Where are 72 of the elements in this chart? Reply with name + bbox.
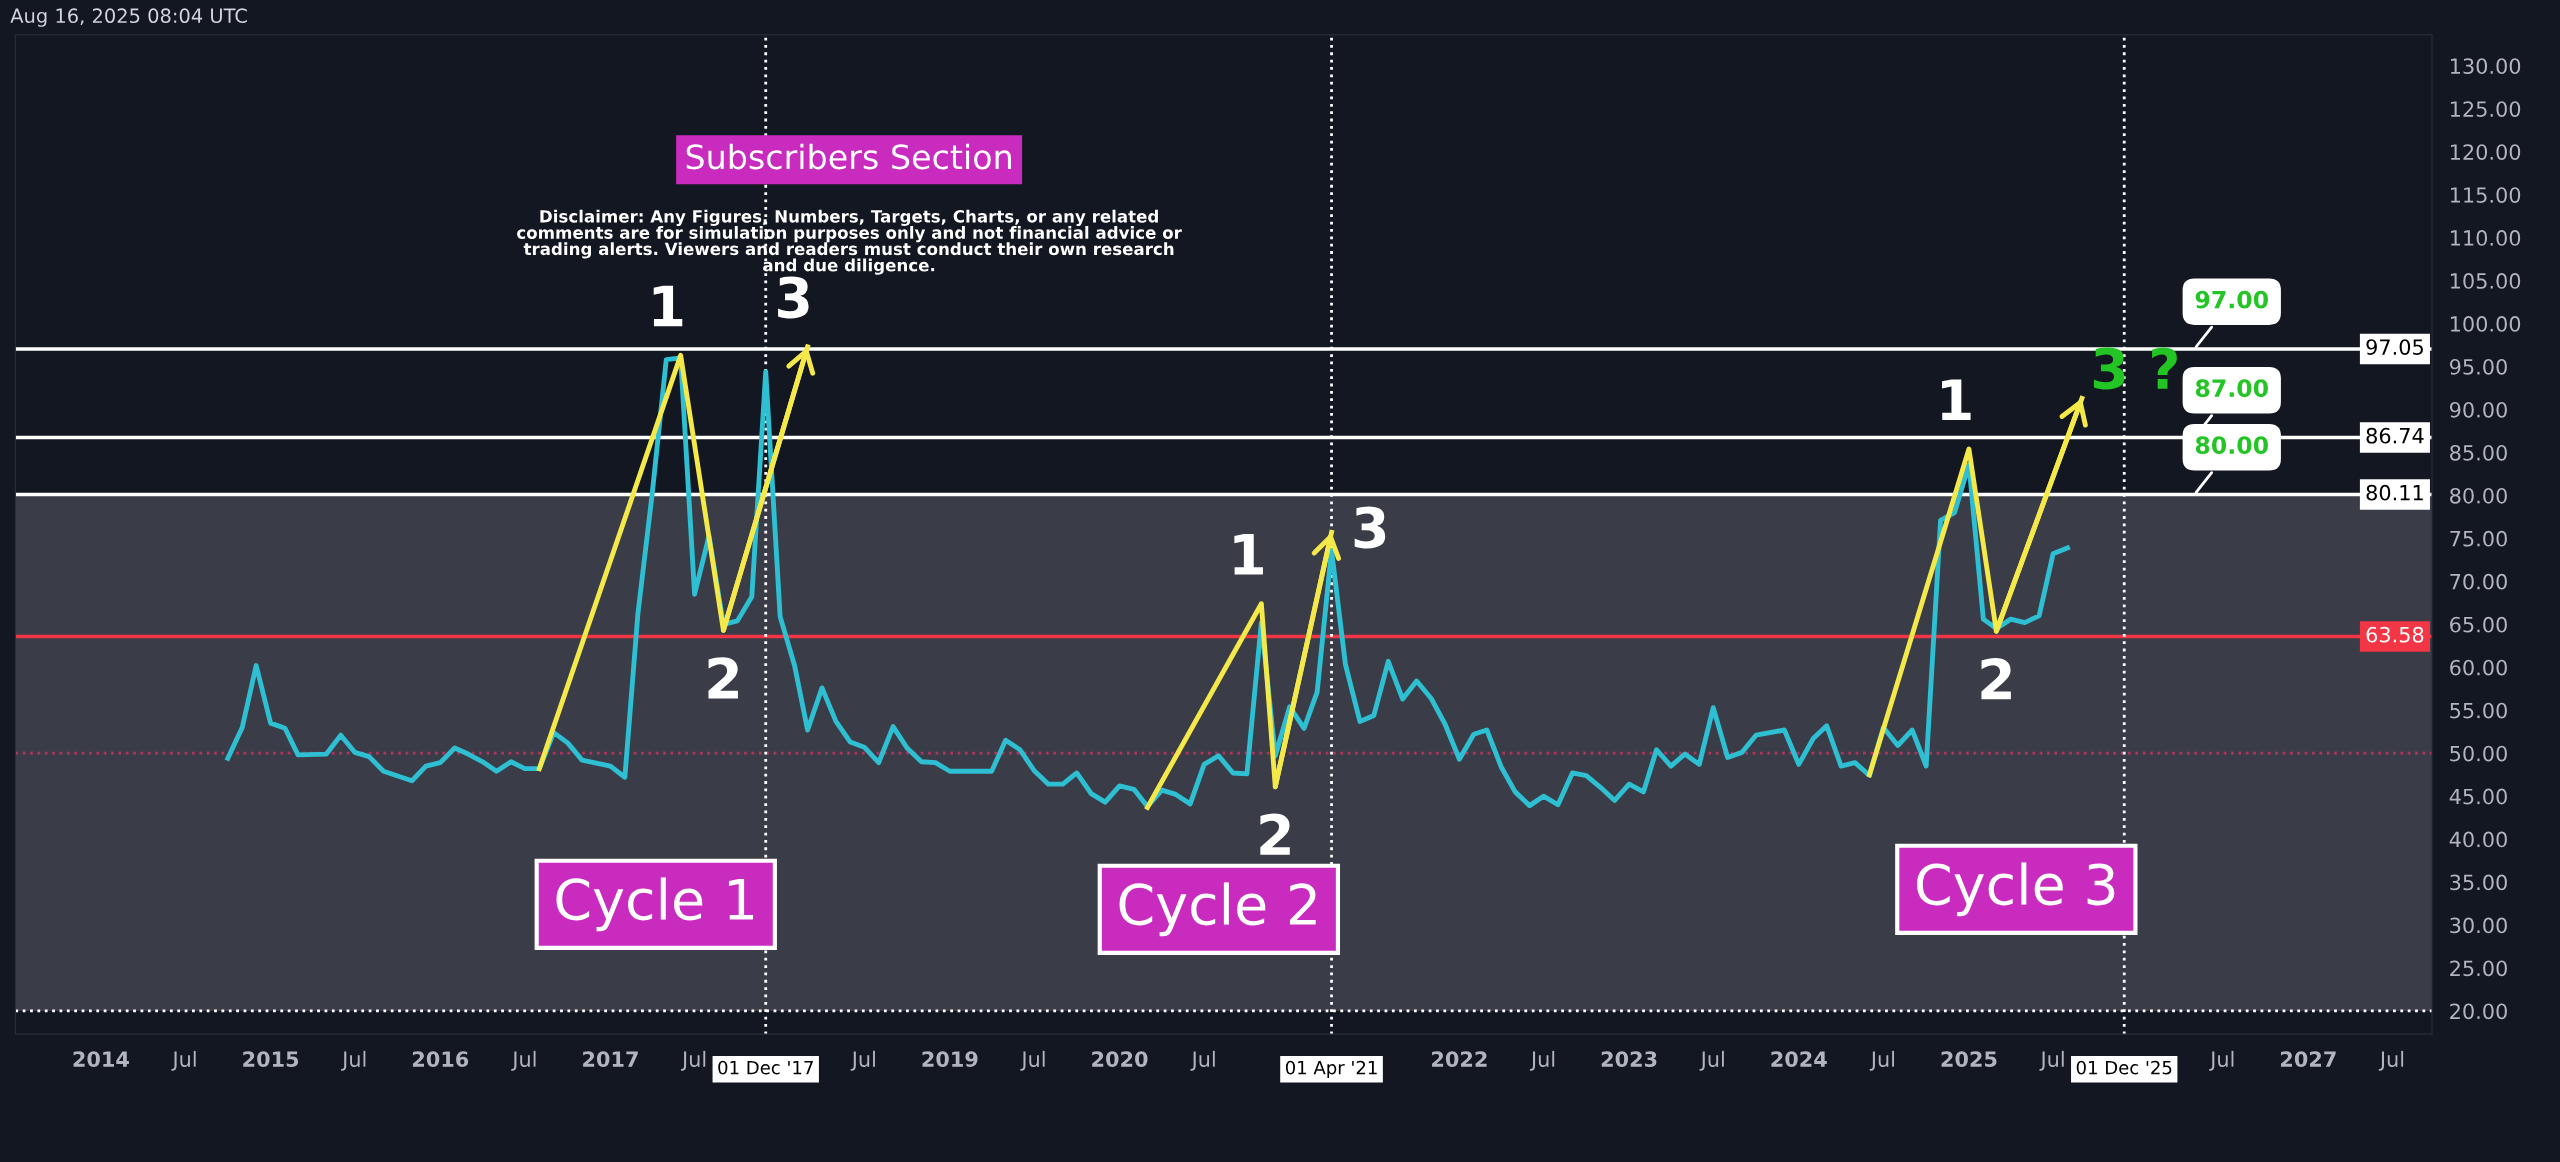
ref-line-label: 01 Apr '21 bbox=[1285, 1060, 1377, 1078]
x-tick-label: 2023 bbox=[1601, 1051, 1657, 1067]
annotation: 3 ? bbox=[2093, 347, 2177, 390]
ref-line-label: 01 Dec '17 bbox=[718, 1060, 813, 1075]
y-tick-label: 105.00 bbox=[2450, 273, 2521, 289]
y-tick-label: 125.00 bbox=[2450, 101, 2521, 117]
annotation: 2 bbox=[1260, 813, 1290, 855]
x-tick-label: Jul bbox=[2039, 1050, 2064, 1071]
y-tick-label: 110.00 bbox=[2450, 230, 2521, 246]
y-tick-label: 90.00 bbox=[2449, 401, 2507, 418]
y-tick-label: 45.00 bbox=[2449, 788, 2507, 805]
x-tick-label: Jul bbox=[1529, 1050, 1555, 1071]
x-tick-label: 2022 bbox=[1432, 1051, 1487, 1067]
x-tick-label: 2019 bbox=[922, 1051, 978, 1067]
ref-line-label: 01 Dec '25 bbox=[2076, 1060, 2172, 1075]
x-tick-label: 2014 bbox=[73, 1051, 129, 1067]
x-tick-label: Jul bbox=[2378, 1050, 2404, 1071]
annotation: 2 bbox=[1981, 658, 2011, 700]
annotation: 80.00 bbox=[2195, 436, 2268, 455]
y-tick-label: 30.00 bbox=[2450, 917, 2507, 934]
annotation: 2 bbox=[708, 657, 738, 699]
x-tick-label: 2016 bbox=[412, 1051, 469, 1067]
y-tick-label: 20.00 bbox=[2450, 1003, 2507, 1020]
x-tick-label: Jul bbox=[1190, 1050, 1215, 1071]
x-tick-label: Jul bbox=[1869, 1050, 1895, 1071]
ref-line-label: 80.11 bbox=[2366, 484, 2423, 501]
x-tick-label: Jul bbox=[680, 1050, 706, 1071]
annotation: 3 bbox=[778, 276, 809, 319]
x-tick-label: Jul bbox=[1020, 1050, 1045, 1071]
x-tick-label: 2015 bbox=[243, 1051, 299, 1067]
text: Subscribers Section bbox=[686, 143, 1011, 170]
x-tick-label: 2020 bbox=[1092, 1051, 1148, 1067]
x-tick-label: Jul bbox=[341, 1050, 366, 1071]
x-tick-label: 2017 bbox=[583, 1051, 638, 1067]
y-tick-label: 65.00 bbox=[2450, 616, 2507, 633]
x-tick-label: Jul bbox=[850, 1050, 875, 1071]
annotation: Cycle 2 bbox=[1119, 882, 1316, 937]
x-tick-label: 2024 bbox=[1771, 1051, 1827, 1067]
y-tick-label: 55.00 bbox=[2450, 702, 2507, 719]
ref-line-label: 97.05 bbox=[2366, 339, 2423, 355]
annotation: Disclaimer: Any Figures, Numbers, Targets, Charts, or any related comments are for simulation purposes only and not financial advice or trading alerts. Viewers and readers must conduct their own research and due diligence. bbox=[517, 209, 1182, 275]
ref-line-label: 63.58 bbox=[2366, 626, 2424, 643]
y-tick-label: 40.00 bbox=[2449, 831, 2507, 848]
y-tick-label: 60.00 bbox=[2450, 659, 2507, 676]
y-tick-label: 80.00 bbox=[2450, 487, 2507, 504]
y-tick-label: 120.00 bbox=[2450, 144, 2521, 160]
y-tick-label: 85.00 bbox=[2450, 444, 2507, 461]
x-tick-label: Jul bbox=[511, 1050, 536, 1071]
y-tick-label: 75.00 bbox=[2450, 530, 2507, 547]
x-tick-label: Jul bbox=[1699, 1050, 1724, 1071]
text: Aug 16, 2025 08:04 UTC bbox=[10, 8, 247, 27]
annotation: 87.00 bbox=[2195, 379, 2268, 398]
y-tick-label: 100.00 bbox=[2450, 316, 2521, 332]
y-tick-label: 95.00 bbox=[2449, 358, 2507, 375]
y-tick-label: 70.00 bbox=[2450, 573, 2507, 590]
ref-line-label: 86.74 bbox=[2366, 427, 2424, 444]
y-tick-label: 35.00 bbox=[2450, 874, 2507, 891]
y-tick-label: 25.00 bbox=[2450, 960, 2507, 977]
annotation: 3 bbox=[1354, 506, 1386, 549]
x-tick-label: Jul bbox=[2209, 1050, 2234, 1071]
x-tick-label: 2025 bbox=[1941, 1051, 1997, 1067]
y-tick-label: 130.00 bbox=[2450, 58, 2521, 74]
x-tick-label: Jul bbox=[171, 1050, 196, 1071]
annotation: 1 bbox=[1941, 379, 1971, 420]
x-tick-label: 2027 bbox=[2280, 1051, 2336, 1067]
annotation: 1 bbox=[653, 285, 683, 327]
y-tick-label: 50.00 bbox=[2450, 745, 2507, 762]
annotation: 1 bbox=[1234, 534, 1263, 575]
annotation: Cycle 1 bbox=[556, 877, 754, 932]
annotation: Cycle 3 bbox=[1917, 862, 2115, 917]
annotation: 97.00 bbox=[2195, 290, 2268, 309]
y-tick-label: 115.00 bbox=[2450, 187, 2521, 203]
